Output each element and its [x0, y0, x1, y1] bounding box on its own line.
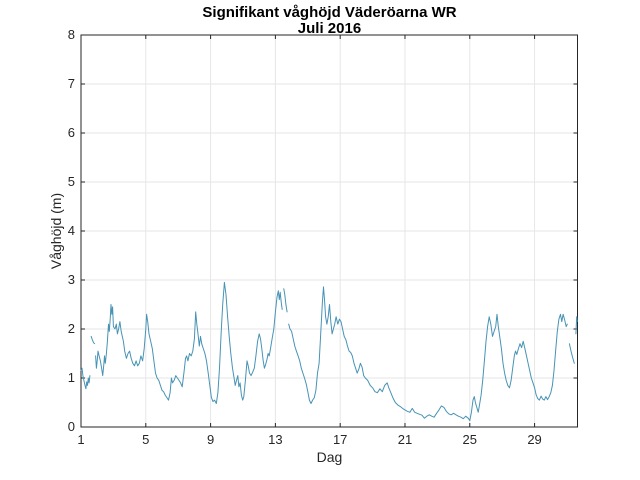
y-tick-label: 1: [67, 370, 75, 385]
y-tick-label: 0: [67, 419, 75, 434]
x-tick-label: 9: [206, 432, 215, 447]
gridlines: [80, 34, 578, 428]
x-tick-label: 21: [397, 432, 413, 447]
chart-title: Signifikant våghöjd Väderöarna WR: [202, 4, 457, 21]
chart-subtitle: Juli 2016: [297, 20, 362, 37]
y-tick-label: 8: [67, 27, 75, 42]
y-tick-label: 6: [67, 125, 75, 140]
x-axis-label: Dag: [316, 449, 343, 465]
x-tick-label: 29: [527, 432, 542, 447]
x-tick-label: 17: [332, 432, 348, 447]
wave-height-line: [80, 281, 578, 422]
x-tick-label: 25: [462, 432, 477, 447]
y-tick-label: 5: [67, 174, 75, 189]
y-tick-label: 2: [67, 321, 75, 336]
chart-title-block: Signifikant våghöjd Väderöarna WR Juli 2…: [81, 5, 578, 37]
x-tick-label: 5: [142, 432, 150, 447]
y-tick-label: 7: [67, 76, 75, 91]
y-tick-label: 4: [67, 223, 75, 238]
tick-marks: [80, 34, 578, 428]
y-tick-label: 3: [67, 272, 75, 287]
x-tick-label: 13: [268, 432, 283, 447]
x-tick-label: 1: [77, 432, 85, 447]
